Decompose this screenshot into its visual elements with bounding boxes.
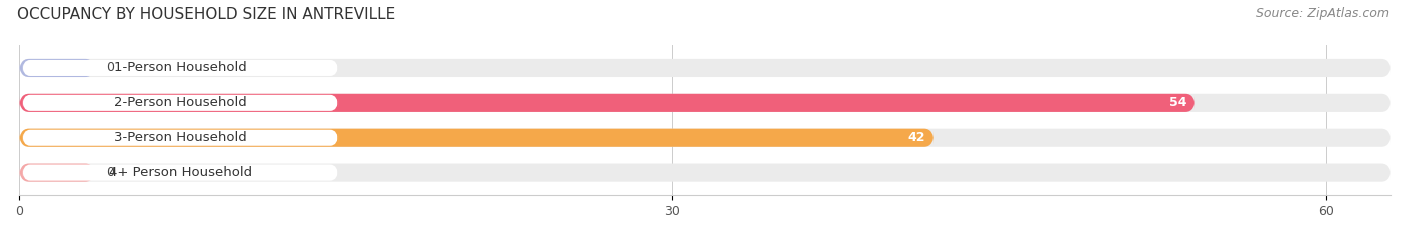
FancyBboxPatch shape (22, 60, 337, 76)
Text: 3-Person Household: 3-Person Household (114, 131, 246, 144)
Text: 42: 42 (907, 131, 925, 144)
FancyBboxPatch shape (20, 129, 934, 147)
FancyBboxPatch shape (20, 164, 1391, 182)
FancyBboxPatch shape (20, 129, 1391, 147)
FancyBboxPatch shape (20, 164, 96, 182)
Text: 2-Person Household: 2-Person Household (114, 96, 246, 109)
FancyBboxPatch shape (22, 164, 337, 181)
Text: 54: 54 (1168, 96, 1187, 109)
Text: Source: ZipAtlas.com: Source: ZipAtlas.com (1256, 7, 1389, 20)
FancyBboxPatch shape (22, 95, 337, 111)
FancyBboxPatch shape (20, 94, 1391, 112)
Text: 4+ Person Household: 4+ Person Household (108, 166, 252, 179)
Text: 0: 0 (105, 62, 114, 75)
FancyBboxPatch shape (20, 59, 96, 77)
FancyBboxPatch shape (20, 94, 1195, 112)
Text: 0: 0 (105, 166, 114, 179)
Text: OCCUPANCY BY HOUSEHOLD SIZE IN ANTREVILLE: OCCUPANCY BY HOUSEHOLD SIZE IN ANTREVILL… (17, 7, 395, 22)
FancyBboxPatch shape (22, 130, 337, 146)
Text: 1-Person Household: 1-Person Household (114, 62, 246, 75)
FancyBboxPatch shape (20, 59, 1391, 77)
